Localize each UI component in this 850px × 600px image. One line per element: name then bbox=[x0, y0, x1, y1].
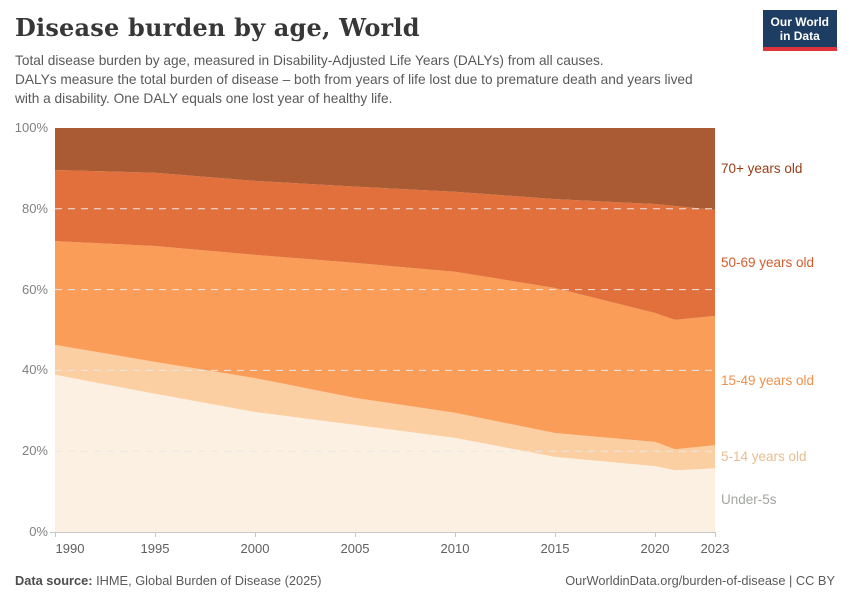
data-source-note: Data source: IHME, Global Burden of Dise… bbox=[15, 573, 322, 588]
chart-subtitle: Total disease burden by age, measured in… bbox=[15, 51, 745, 108]
y-tick-label-0: 0% bbox=[29, 524, 48, 539]
subtitle-line: Total disease burden by age, measured in… bbox=[15, 53, 604, 68]
series-label-70-years-old: 70+ years old bbox=[721, 161, 803, 176]
area-band-70-years-old[interactable] bbox=[55, 128, 715, 210]
y-tick-label-60: 60% bbox=[21, 281, 48, 297]
plot-area[interactable] bbox=[50, 128, 716, 537]
data-source-text: IHME, Global Burden of Disease (2025) bbox=[92, 573, 322, 588]
owid-logo-text: Our World in Data bbox=[762, 10, 837, 47]
area-band-15-49-years-old[interactable] bbox=[55, 241, 715, 450]
series-label-15-49-years-old: 15-49 years old bbox=[721, 372, 815, 388]
chart-footer: Data source: IHME, Global Burden of Dise… bbox=[0, 573, 850, 588]
x-tick-label-2020: 2020 bbox=[640, 541, 670, 556]
y-tick-label-20: 20% bbox=[21, 443, 48, 459]
series-label-5-14-years-old: 5-14 years old bbox=[721, 448, 807, 464]
stacked-area-chart[interactable] bbox=[50, 128, 716, 537]
subtitle-line: with a disability. One DALY equals one l… bbox=[15, 91, 393, 106]
x-tick-label-2000: 2000 bbox=[240, 541, 270, 556]
x-tick-label-2005: 2005 bbox=[340, 541, 370, 556]
x-tick-label-1995: 1995 bbox=[140, 541, 170, 556]
series-label-50-69-years-old: 50-69 years old bbox=[721, 254, 815, 270]
owid-cc-link[interactable]: OurWorldinData.org/burden-of-disease | C… bbox=[565, 573, 835, 588]
x-tick-label-2023: 2023 bbox=[700, 541, 730, 556]
x-tick-label-2015: 2015 bbox=[540, 541, 570, 556]
y-tick-label-40: 40% bbox=[21, 362, 48, 378]
page-title: Disease burden by age, World bbox=[15, 13, 420, 42]
owid-logo-red-bar bbox=[762, 47, 837, 51]
owid-logo[interactable]: Our World in Data bbox=[762, 10, 837, 51]
y-tick-label-100: 100% bbox=[14, 120, 48, 135]
y-tick-label-80: 80% bbox=[21, 200, 48, 216]
subtitle-line: DALYs measure the total burden of diseas… bbox=[15, 72, 693, 87]
area-band-under-5s[interactable] bbox=[55, 374, 715, 532]
series-label-under-5s: Under-5s bbox=[721, 492, 777, 508]
x-tick-label-1990: 1990 bbox=[55, 541, 85, 556]
x-tick-label-2010: 2010 bbox=[440, 541, 470, 556]
data-source-label: Data source: bbox=[15, 573, 93, 588]
area-band-5-14-years-old[interactable] bbox=[55, 344, 715, 471]
area-band-50-69-years-old[interactable] bbox=[55, 170, 715, 320]
